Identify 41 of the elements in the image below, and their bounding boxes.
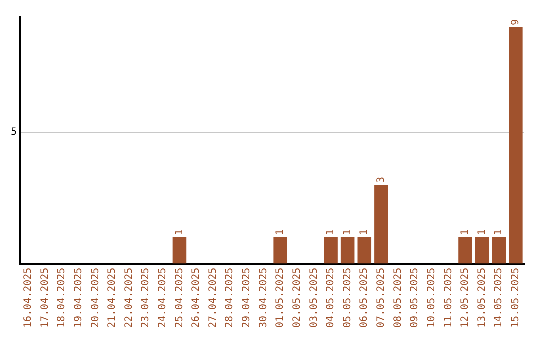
x-tick-label: 29.04.2025 [242, 268, 253, 328]
x-tick-label: 14.05.2025 [494, 268, 505, 328]
x-tick-label: 20.04.2025 [90, 268, 102, 328]
data-label: 1 [460, 230, 472, 236]
data-label: 9 [510, 19, 522, 26]
x-tick-label: 01.05.2025 [275, 268, 286, 328]
x-tick-label: 13.05.2025 [476, 268, 488, 328]
x-tick-label: 05.05.2025 [342, 268, 354, 328]
data-label: 1 [275, 230, 286, 236]
x-tick-label: 28.04.2025 [224, 268, 236, 328]
data-label: 1 [494, 230, 505, 236]
x-tick-label: 03.05.2025 [308, 268, 320, 328]
data-label: 1 [342, 230, 354, 236]
x-tick-label: 21.04.2025 [107, 268, 118, 328]
x-tick-label: 23.04.2025 [140, 268, 152, 328]
data-label: 1 [174, 230, 186, 236]
x-tick-label: 12.05.2025 [460, 268, 472, 328]
x-tick-label: 07.05.2025 [376, 268, 388, 328]
x-tick-label: 19.04.2025 [73, 268, 84, 328]
x-tick-label: 16.04.2025 [23, 268, 34, 328]
x-tick-label: 06.05.2025 [359, 268, 370, 328]
x-tick-label: 02.05.2025 [292, 268, 303, 328]
x-tick-label: 15.05.2025 [510, 268, 522, 328]
y-tick-label: 5 [10, 127, 18, 138]
x-tick-label: 11.05.2025 [443, 268, 454, 328]
x-tick-label: 25.04.2025 [174, 268, 186, 328]
x-tick-label: 27.04.2025 [208, 268, 219, 328]
x-tick-label: 26.04.2025 [191, 268, 202, 328]
x-tick-label: 22.04.2025 [124, 268, 135, 328]
data-label: 3 [376, 177, 388, 184]
x-tick-label: 08.05.2025 [392, 268, 404, 328]
x-tick-label: 18.04.2025 [56, 268, 68, 328]
x-tick-label: 09.05.2025 [410, 268, 421, 328]
x-tick-label: 24.04.2025 [158, 268, 169, 328]
x-tick-label: 30.04.2025 [258, 268, 270, 328]
x-tick-label: 17.04.2025 [40, 268, 51, 328]
x-tick-label: 04.05.2025 [326, 268, 337, 328]
data-label: 1 [326, 230, 337, 236]
x-tick-label: 10.05.2025 [426, 268, 438, 328]
data-label: 1 [476, 230, 488, 236]
data-label: 1 [359, 230, 370, 236]
